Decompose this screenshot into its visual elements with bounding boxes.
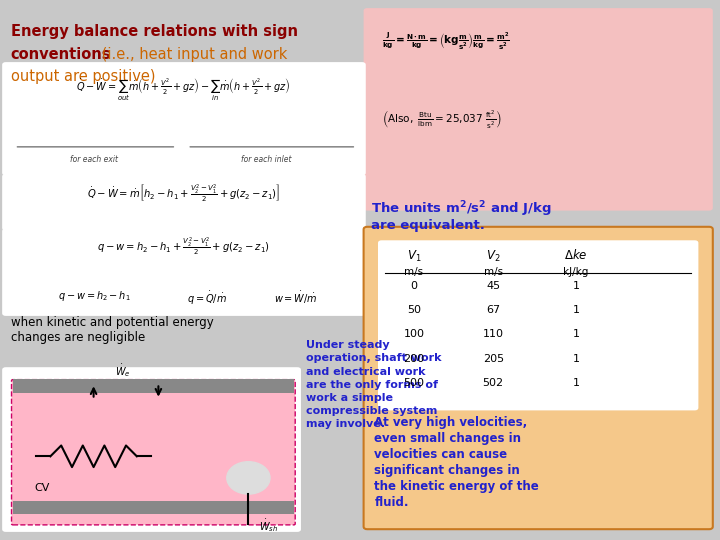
Text: $\dot{Q} - \dot{W} = \dot{m}\left[h_2 - h_1 + \frac{V_2^2 - V_1^2}{2} + g(z_2 - : $\dot{Q} - \dot{W} = \dot{m}\left[h_2 - … xyxy=(87,183,280,204)
Text: m/s: m/s xyxy=(405,267,423,278)
Text: $q = \dot{Q}/\dot{m}$: $q = \dot{Q}/\dot{m}$ xyxy=(187,289,227,307)
Text: $q - w = h_2 - h_1$: $q - w = h_2 - h_1$ xyxy=(58,289,130,303)
FancyBboxPatch shape xyxy=(364,227,713,529)
FancyBboxPatch shape xyxy=(364,8,713,211)
Text: kJ/kg: kJ/kg xyxy=(563,267,589,278)
Text: conventions: conventions xyxy=(11,47,112,62)
Text: 502: 502 xyxy=(482,378,504,388)
Text: $\left(\mathrm{Also,\ \frac{Btu}{lbm} = 25{,}037\ \frac{ft^2}{s^2}}\right)$: $\left(\mathrm{Also,\ \frac{Btu}{lbm} = … xyxy=(382,108,501,130)
Text: 1: 1 xyxy=(572,378,580,388)
Text: $\dot{Q} - \dot{W} = \sum_{out}\dot{m}\left(h + \frac{V^2}{2} + gz\right) - \sum: $\dot{Q} - \dot{W} = \sum_{out}\dot{m}\l… xyxy=(76,77,291,103)
Text: At very high velocities,
even small changes in
velocities can cause
significant : At very high velocities, even small chan… xyxy=(374,416,539,509)
Text: 0: 0 xyxy=(410,281,418,291)
FancyBboxPatch shape xyxy=(378,240,698,410)
Text: 50: 50 xyxy=(407,305,421,315)
Text: 205: 205 xyxy=(482,354,504,364)
FancyBboxPatch shape xyxy=(2,174,366,231)
Text: 1: 1 xyxy=(572,329,580,340)
Text: 67: 67 xyxy=(486,305,500,315)
Text: $q - w = h_2 - h_1 + \frac{V_2^2 - V_1^2}{2} + g(z_2 - z_1)$: $q - w = h_2 - h_1 + \frac{V_2^2 - V_1^2… xyxy=(97,235,270,256)
Text: 500: 500 xyxy=(403,378,425,388)
Text: $V_2$: $V_2$ xyxy=(486,248,500,264)
Text: $\dot{W}_{sh}$: $\dot{W}_{sh}$ xyxy=(259,517,279,534)
Text: 1: 1 xyxy=(572,281,580,291)
Text: 1: 1 xyxy=(572,305,580,315)
Text: 110: 110 xyxy=(482,329,504,340)
Text: CV: CV xyxy=(35,483,50,494)
Text: 100: 100 xyxy=(403,329,425,340)
FancyBboxPatch shape xyxy=(2,367,301,532)
FancyBboxPatch shape xyxy=(2,279,366,316)
Text: Under steady
operation, shaft work
and electrical work
are the only forms of
wor: Under steady operation, shaft work and e… xyxy=(306,340,441,429)
Text: $V_1$: $V_1$ xyxy=(407,248,421,264)
Text: m/s: m/s xyxy=(484,267,503,278)
Text: 45: 45 xyxy=(486,281,500,291)
Text: when kinetic and potential energy
changes are negligible: when kinetic and potential energy change… xyxy=(11,316,214,344)
Text: Energy balance relations with sign: Energy balance relations with sign xyxy=(11,24,298,39)
Text: $\mathbf{\frac{J}{kg} = \frac{N \cdot m}{kg} = \left(kg\frac{m}{s^2}\right)\frac: $\mathbf{\frac{J}{kg} = \frac{N \cdot m}… xyxy=(382,30,510,51)
Text: (i.e., heat input and work: (i.e., heat input and work xyxy=(97,47,287,62)
Text: are equivalent.: are equivalent. xyxy=(371,219,485,232)
Text: 200: 200 xyxy=(403,354,425,364)
FancyBboxPatch shape xyxy=(2,62,366,176)
Text: output are positive): output are positive) xyxy=(11,69,156,84)
Text: for each inlet: for each inlet xyxy=(241,155,292,164)
Text: for each exit: for each exit xyxy=(70,155,117,164)
Bar xyxy=(13,501,294,514)
Text: The units $\mathbf{m^2/s^2}$ and $\mathbf{J/kg}$: The units $\mathbf{m^2/s^2}$ and $\mathb… xyxy=(371,200,552,219)
Text: $\Delta ke$: $\Delta ke$ xyxy=(564,248,588,262)
Circle shape xyxy=(227,462,270,494)
Text: 1: 1 xyxy=(572,354,580,364)
FancyBboxPatch shape xyxy=(12,380,295,525)
FancyBboxPatch shape xyxy=(2,228,366,282)
Text: $\dot{W}_e$: $\dot{W}_e$ xyxy=(114,362,130,379)
Text: $w = \dot{W}/\dot{m}$: $w = \dot{W}/\dot{m}$ xyxy=(274,289,318,306)
Bar xyxy=(13,379,294,393)
